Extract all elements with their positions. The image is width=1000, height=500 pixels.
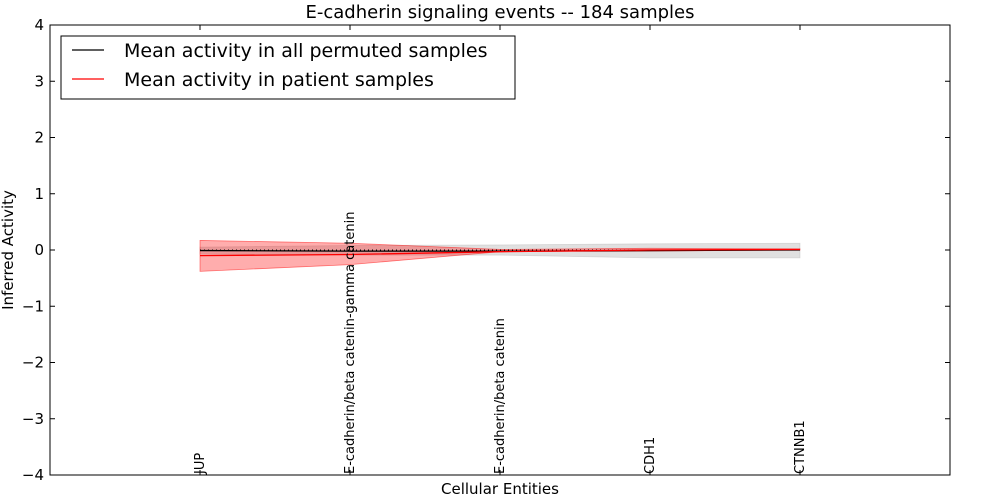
legend: Mean activity in all permuted samples Me… — [60, 35, 516, 100]
x-tick-label: E-cadherin/beta catenin-gamma catenin — [343, 212, 358, 474]
line-series-1 — [199, 248, 801, 257]
x-tick-label: CDH1 — [643, 437, 658, 474]
x-tick-label: E-cadherin/beta catenin — [493, 318, 508, 474]
y-tick-label: 2 — [34, 129, 44, 147]
y-tick-label: 1 — [34, 185, 44, 203]
x-tick-label: CTNNB1 — [793, 420, 808, 474]
y-tick-label: 4 — [34, 16, 44, 34]
y-tick-label: −2 — [22, 354, 44, 372]
x-tick-label: JUP — [193, 453, 208, 475]
y-tick-label: −3 — [22, 410, 44, 428]
legend-label-permuted: Mean activity in all permuted samples — [124, 40, 487, 62]
y-tick-label: −1 — [22, 297, 44, 315]
y-tick-label: 3 — [34, 72, 44, 90]
legend-label-patient: Mean activity in patient samples — [124, 69, 434, 91]
y-axis-label: Inferred Activity — [0, 190, 17, 310]
y-tick-label: −4 — [22, 466, 44, 484]
x-axis-label: Cellular Entities — [441, 480, 559, 498]
y-tick-label: 0 — [34, 241, 44, 259]
chart-title: E-cadherin signaling events -- 184 sampl… — [305, 2, 694, 23]
